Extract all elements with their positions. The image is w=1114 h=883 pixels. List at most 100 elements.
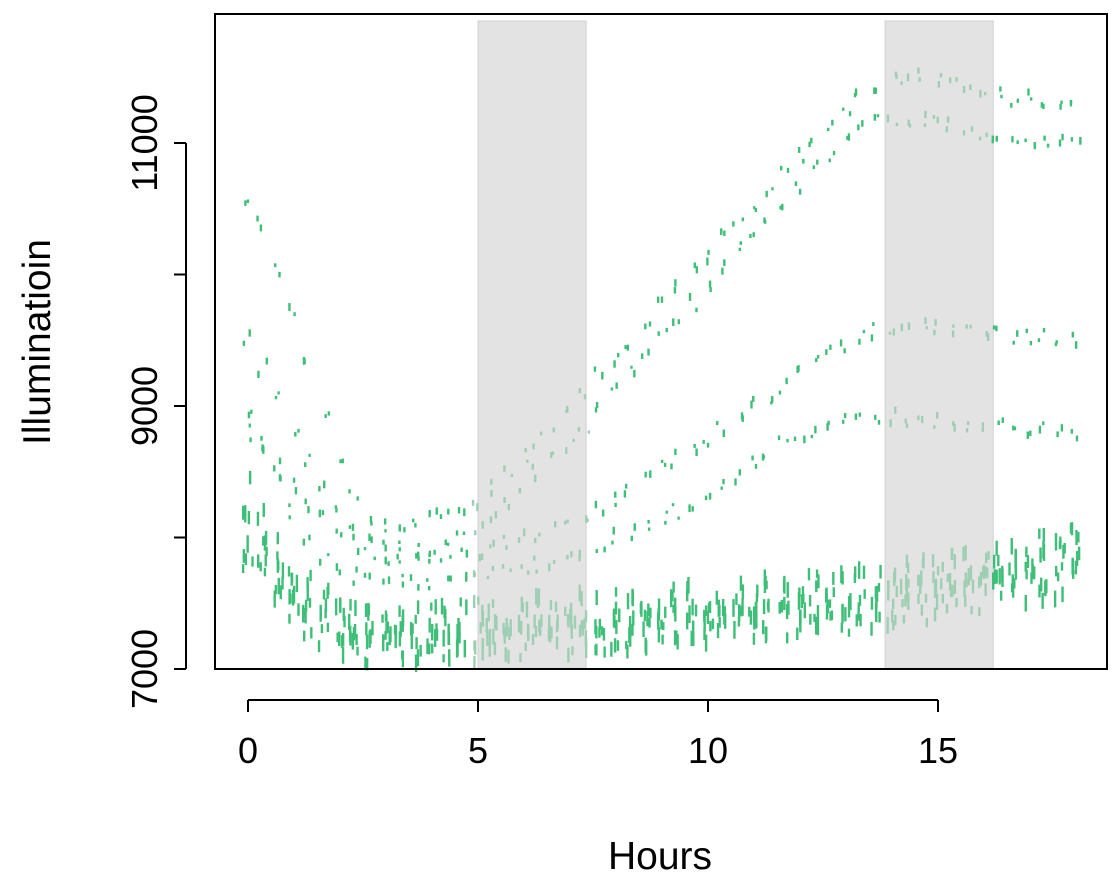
data-point [341, 458, 344, 464]
data-point [348, 489, 351, 494]
data-point [945, 603, 949, 614]
data-point [832, 587, 835, 598]
data-point [796, 627, 799, 640]
data-point [398, 524, 401, 532]
data-point [691, 506, 694, 512]
data-point [894, 406, 897, 414]
data-point [274, 584, 278, 595]
data-point [600, 626, 604, 636]
data-point [965, 578, 968, 588]
data-point [457, 507, 461, 514]
data-point [525, 601, 529, 618]
data-point [1058, 139, 1062, 147]
data-point [401, 573, 404, 578]
data-point [384, 544, 387, 552]
data-point [832, 571, 835, 585]
data-point [888, 331, 892, 335]
data-point [368, 572, 371, 580]
data-point [857, 561, 861, 579]
data-point [969, 324, 972, 329]
data-point [368, 533, 371, 541]
data-point [481, 643, 484, 661]
data-point [1029, 430, 1032, 437]
data-point [925, 326, 928, 330]
data-point [940, 578, 943, 590]
data-point [503, 627, 506, 644]
data-point [419, 644, 422, 657]
data-point [610, 641, 613, 657]
data-point [703, 614, 706, 632]
data-point [593, 366, 597, 372]
data-point [434, 599, 437, 615]
data-point [472, 570, 476, 578]
data-point [244, 553, 248, 565]
data-point [352, 580, 355, 586]
data-point [613, 360, 616, 368]
data-point [555, 620, 559, 633]
data-point [1039, 547, 1042, 563]
data-point [693, 262, 697, 269]
data-point [364, 656, 367, 670]
data-point [520, 564, 523, 569]
data-point [807, 568, 811, 581]
data-point [981, 427, 984, 432]
data-point [853, 566, 857, 578]
data-point [428, 553, 431, 558]
data-point [616, 352, 620, 358]
data-point [780, 600, 784, 613]
data-point [798, 188, 802, 195]
data-point [633, 369, 636, 378]
data-point [306, 583, 309, 601]
data-point [584, 642, 588, 659]
data-point [276, 551, 279, 560]
data-point [427, 586, 431, 591]
data-point [517, 537, 521, 543]
data-point [1046, 143, 1050, 148]
data-point [1016, 98, 1020, 103]
data-point [493, 614, 497, 629]
data-point [443, 605, 446, 619]
data-point [246, 535, 249, 553]
data-point [399, 621, 402, 637]
data-point [481, 521, 484, 529]
data-point [548, 614, 551, 628]
data-point [494, 511, 498, 519]
data-point [674, 448, 677, 455]
data-point [430, 602, 433, 611]
data-point [694, 604, 698, 617]
data-point [265, 546, 268, 556]
data-point [486, 631, 489, 646]
data-point [367, 602, 370, 621]
data-point [829, 344, 832, 350]
data-point [440, 597, 444, 615]
data-point [373, 556, 376, 561]
data-point [832, 150, 836, 156]
data-point [905, 587, 909, 603]
data-point [992, 572, 995, 590]
data-point [920, 604, 924, 616]
data-point [629, 632, 632, 647]
data-point [416, 649, 420, 667]
data-point [905, 574, 908, 590]
data-point [505, 545, 508, 550]
data-point [520, 620, 523, 635]
data-point [675, 630, 678, 644]
data-point [962, 130, 966, 136]
data-point [526, 459, 529, 463]
data-point [810, 434, 814, 439]
shaded-intervals [477, 20, 994, 670]
data-point [603, 546, 606, 553]
data-point [540, 614, 543, 627]
data-point [428, 509, 431, 518]
data-point [854, 413, 858, 420]
data-point [723, 607, 726, 625]
data-point [858, 594, 862, 606]
data-point [828, 158, 831, 163]
data-point [626, 593, 630, 610]
data-point [1010, 102, 1013, 108]
data-point [334, 505, 338, 509]
x-tick-label: 0 [238, 730, 258, 771]
data-point [870, 334, 874, 342]
data-point [578, 584, 581, 602]
data-point [463, 508, 466, 517]
